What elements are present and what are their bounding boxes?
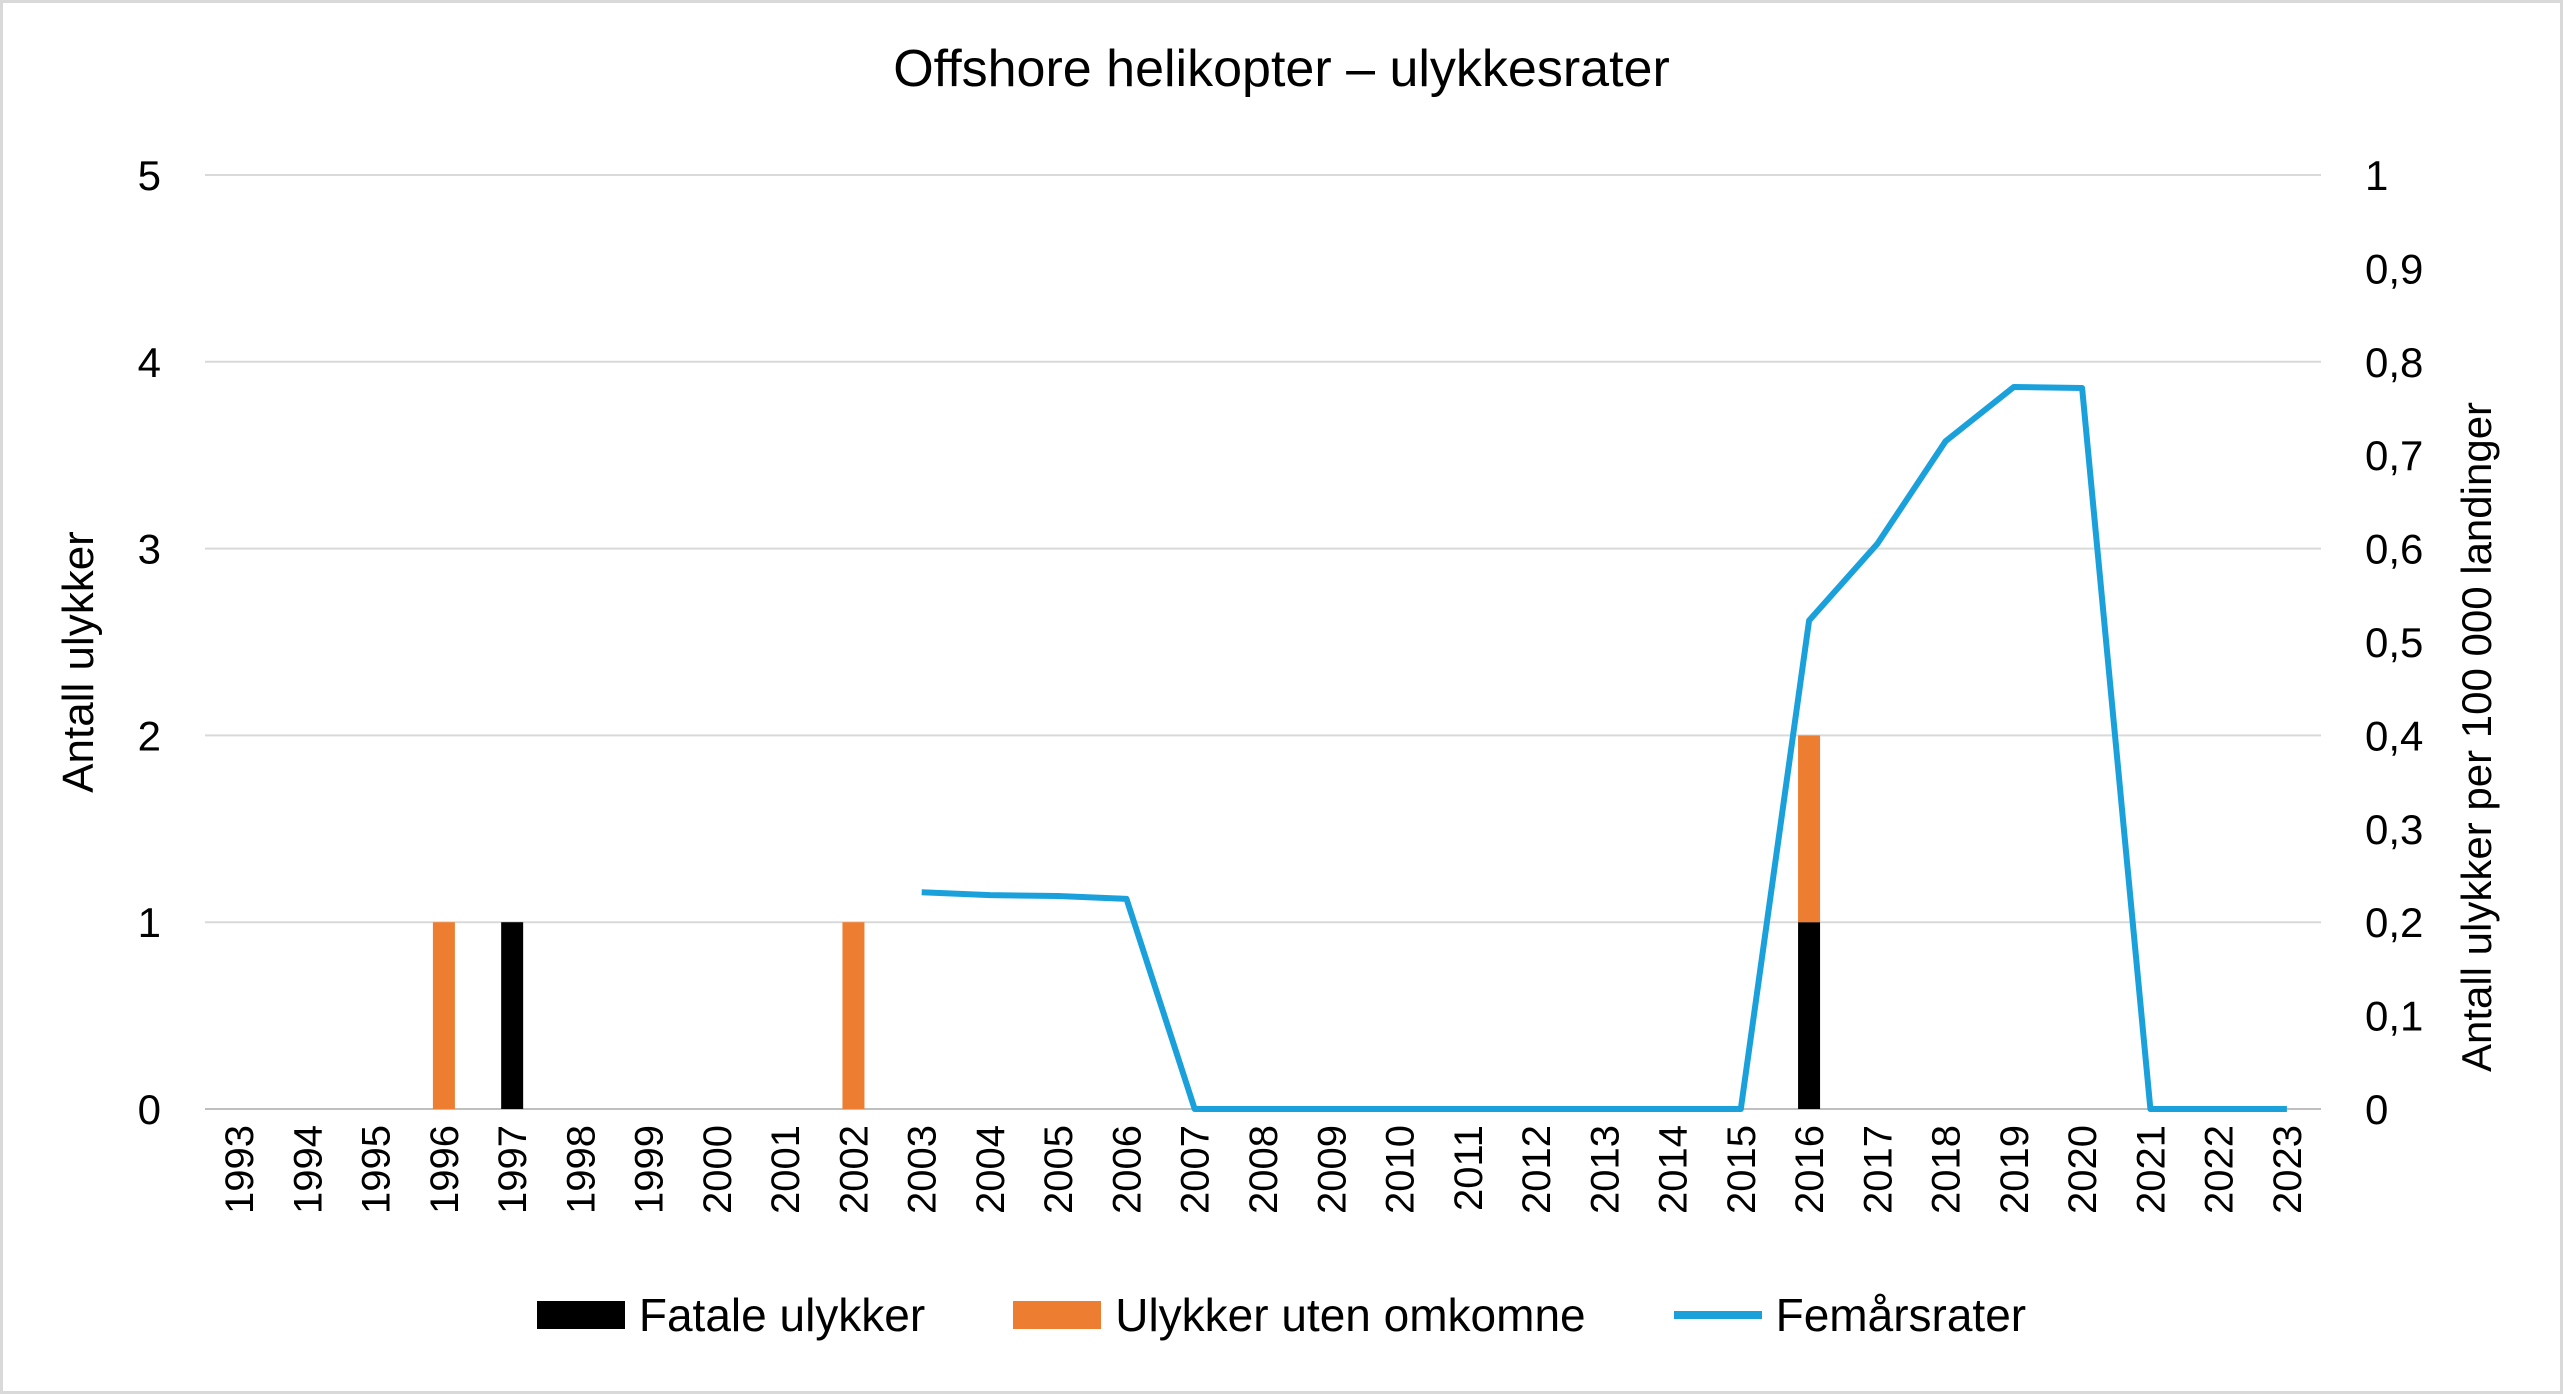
x-tick-label: 1995 [355,1125,399,1214]
x-tick-label: 2008 [1242,1125,1286,1214]
x-tick-label: 2006 [1105,1125,1149,1214]
x-tick-label: 2022 [2198,1125,2242,1214]
x-tick-label: 2021 [2129,1125,2173,1214]
left-tick-label: 0 [138,1086,161,1133]
bar [1798,735,1821,923]
right-tick-label: 0,7 [2365,432,2423,479]
x-tick-label: 2000 [696,1125,740,1214]
x-tick-label: 2013 [1583,1125,1627,1214]
x-tick-label: 2018 [1925,1125,1969,1214]
x-tick-label: 2014 [1652,1125,1696,1214]
x-tick-label: 2010 [1379,1125,1423,1214]
x-tick-label: 2012 [1515,1125,1559,1214]
x-tick-label: 2003 [901,1125,945,1214]
legend-label-femarsrater: Femårsrater [1775,1289,2027,1341]
legend-swatch-uten-omkomne [1013,1301,1102,1329]
x-tick-label: 2001 [764,1125,808,1214]
x-tick-label: 2019 [1993,1125,2037,1214]
right-tick-label: 0,3 [2365,806,2423,853]
x-tick-label: 2015 [1720,1125,1764,1214]
bar [1798,922,1821,1109]
left-tick-label: 3 [138,526,161,573]
chart-title: Offshore helikopter – ulykkesrater [893,40,1670,98]
y2-axis-title: Antall ulykker per 100 000 landinger [2453,402,2500,1072]
bar [842,922,865,1109]
bar [432,922,455,1109]
legend: Fatale ulykker Ulykker uten omkomne Femå… [3,1288,2560,1342]
x-tick-label: 2004 [969,1125,1013,1214]
x-tick-label: 1997 [491,1125,535,1214]
right-tick-label: 0 [2365,1086,2388,1133]
x-tick-label: 2016 [1788,1125,1832,1214]
x-tick-label: 2009 [1310,1125,1354,1214]
legend-swatch-fatale [536,1301,625,1329]
x-tick-label: 2017 [1856,1125,1900,1214]
right-tick-label: 0,9 [2365,245,2423,292]
right-tick-label: 0,5 [2365,619,2423,666]
x-tick-label: 1994 [286,1125,330,1214]
left-tick-label: 4 [138,339,161,386]
x-tick-label: 1996 [423,1125,467,1214]
x-tick-label: 2005 [1037,1125,1081,1214]
left-tick-label: 2 [138,712,161,759]
x-tick-label: 2002 [832,1125,876,1214]
legend-item-uten-omkomne: Ulykker uten omkomne [1013,1288,1586,1342]
bar [501,922,524,1109]
legend-label-fatale: Fatale ulykker [638,1289,926,1341]
series-line-femarsrater [921,384,2287,1112]
right-tick-label: 0,8 [2365,339,2423,386]
y-axis-title: Antall ulykker [54,531,103,793]
left-tick-label: 1 [138,899,161,946]
right-tick-label: 0,4 [2365,712,2423,759]
right-tick-label: 1 [2365,152,2388,199]
legend-label-uten-omkomne: Ulykker uten omkomne [1115,1289,1586,1341]
x-tick-label: 1999 [628,1125,672,1214]
x-tick-label: 2023 [2266,1125,2310,1214]
left-tick-label: 5 [138,152,161,199]
x-tick-label: 1998 [559,1125,603,1214]
right-tick-label: 0,6 [2365,526,2423,573]
legend-item-fatale: Fatale ulykker [536,1288,926,1342]
x-tick-label: 2020 [2061,1125,2105,1214]
x-tick-label: 1993 [218,1125,262,1214]
x-tick-label: 2011 [1447,1125,1491,1211]
legend-swatch-femarsrater [1673,1311,1762,1319]
right-tick-label: 0,2 [2365,899,2423,946]
x-tick-label: 2007 [1174,1125,1218,1214]
legend-item-femarsrater: Femårsrater [1673,1288,2027,1342]
chart-svg: 0 1 2 3 4 5 0 0,1 0,2 0,3 0,4 0,5 0,6 0,7 0,8 0,9 1 1993 1… [54,152,2500,1214]
right-tick-label: 0,1 [2365,993,2423,1040]
